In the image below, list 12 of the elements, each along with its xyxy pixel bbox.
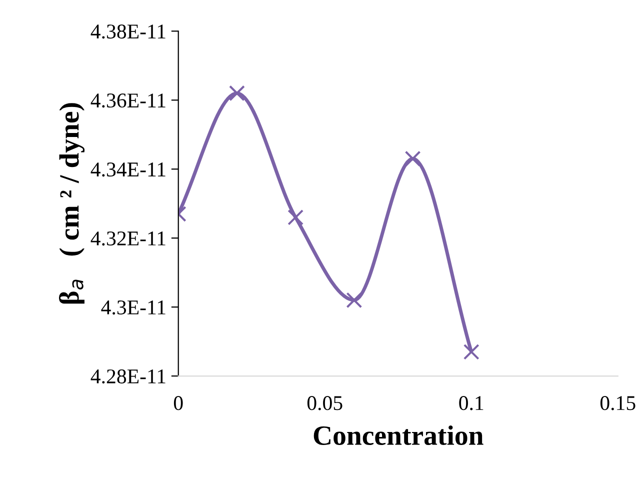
x-tick-label: 0.05 — [307, 396, 342, 410]
text: β$_{a}$ ( cm ² / dyne) — [58, 103, 85, 304]
y-tick-label: 4.32E-11 — [90, 231, 166, 246]
y-tick-label: 4.34E-11 — [90, 162, 166, 177]
x-axis-title: Concentration — [314, 425, 484, 446]
y-tick-label: 4.3E-11 — [101, 300, 166, 315]
y-tick-label: 4.28E-11 — [90, 369, 166, 384]
y-tick-label: 4.38E-11 — [90, 24, 166, 39]
x-tick-label: 0.1 — [459, 396, 484, 410]
y-tick-label: 4.36E-11 — [90, 94, 166, 108]
x-tick-label: 0 — [174, 396, 183, 410]
x-tick-label: 0.15 — [600, 396, 636, 410]
